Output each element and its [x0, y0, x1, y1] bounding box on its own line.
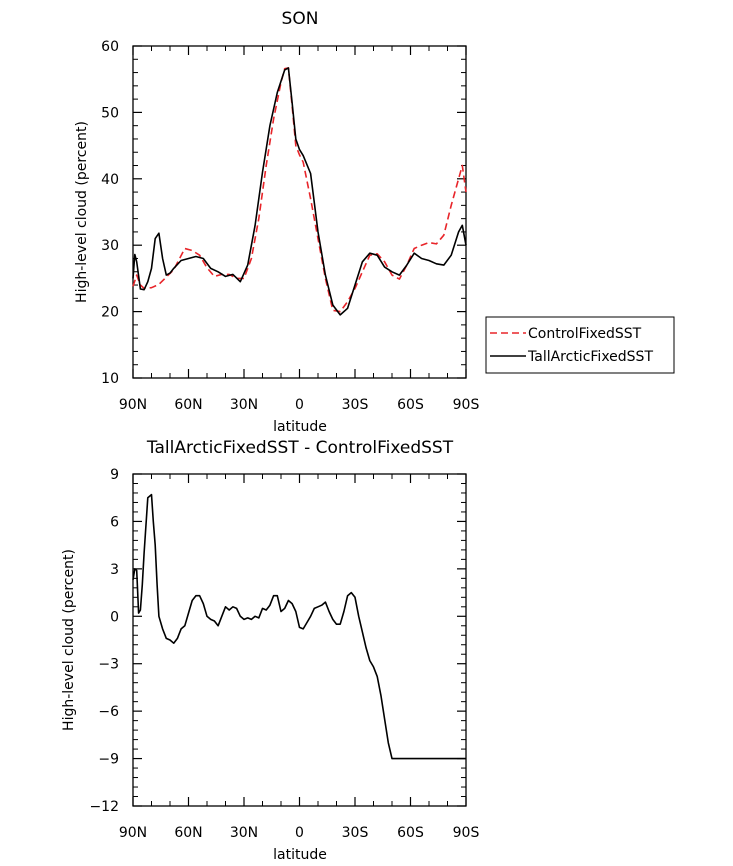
top-x-axis-label: latitude	[273, 419, 327, 435]
legend: ControlFixedSST TallArcticFixedSST	[485, 316, 675, 374]
top-x-tick-label: 0	[295, 397, 304, 413]
bottom-y-axis: −12 −9 −6 −3 0 3 6 9	[89, 467, 466, 815]
bottom-y-tick-label: −6	[98, 704, 119, 720]
bottom-x-tick-label: 0	[295, 825, 304, 841]
bottom-x-tick-label: 90S	[453, 825, 480, 841]
bottom-panel: TallArcticFixedSST - ControlFixedSST −12…	[61, 438, 479, 863]
top-series-group	[132, 67, 467, 316]
bottom-x-tick-label: 90N	[119, 825, 147, 841]
top-x-tick-label: 30S	[342, 397, 369, 413]
legend-box	[485, 316, 675, 374]
bottom-y-tick-label: −3	[98, 657, 119, 673]
bottom-x-axis: 90N 60N 30N 0 30S 60S 90S	[119, 474, 480, 841]
bottom-x-tick-label: 60N	[174, 825, 202, 841]
top-series-line-tallarcticfixedsst	[132, 67, 467, 316]
top-x-tick-label: 90N	[119, 397, 147, 413]
bottom-y-axis-label: High-level cloud (percent)	[61, 549, 77, 731]
bottom-y-tick-label: 0	[110, 609, 119, 625]
bottom-x-tick-label: 60S	[397, 825, 424, 841]
top-y-tick-label: 50	[101, 105, 119, 121]
bottom-series-group	[132, 493, 466, 760]
top-x-axis: 90N 60N 30N 0 30S 60S 90S	[119, 46, 480, 413]
top-chart-title: SON	[282, 9, 319, 29]
bottom-plot-frame	[132, 473, 467, 807]
top-y-axis: 10 20 30 40 50 60	[101, 39, 466, 387]
bottom-y-tick-label: −9	[98, 752, 119, 768]
top-x-tick-label: 60S	[397, 397, 424, 413]
top-plot-frame	[132, 45, 467, 379]
top-y-axis-label: High-level cloud (percent)	[74, 121, 90, 303]
legend-label-tallarctic: TallArcticFixedSST	[527, 349, 653, 365]
bottom-x-tick-label: 30N	[230, 825, 258, 841]
top-x-tick-label: 60N	[174, 397, 202, 413]
top-series-line-controlfixedsst	[132, 67, 467, 313]
top-y-tick-label: 60	[101, 39, 119, 55]
bottom-y-tick-label: −12	[89, 799, 119, 815]
bottom-x-tick-label: 30S	[342, 825, 369, 841]
top-x-tick-label: 30N	[230, 397, 258, 413]
bottom-y-tick-label: 3	[110, 562, 119, 578]
top-y-tick-label: 20	[101, 305, 119, 321]
top-panel: SON 10 20 30 40 50 60 90N 60N 30N 0 30S 60S 90S lat…	[74, 9, 675, 435]
top-y-tick-label: 10	[101, 371, 119, 387]
legend-label-control: ControlFixedSST	[528, 326, 642, 342]
bottom-series-line-difference	[132, 493, 466, 760]
top-y-tick-label: 40	[101, 172, 119, 188]
top-y-tick-label: 30	[101, 238, 119, 254]
bottom-chart-title: TallArcticFixedSST - ControlFixedSST	[146, 438, 454, 458]
bottom-x-axis-label: latitude	[273, 847, 327, 863]
top-x-tick-label: 90S	[453, 397, 480, 413]
bottom-y-tick-label: 6	[110, 514, 119, 530]
bottom-y-tick-label: 9	[110, 467, 119, 483]
